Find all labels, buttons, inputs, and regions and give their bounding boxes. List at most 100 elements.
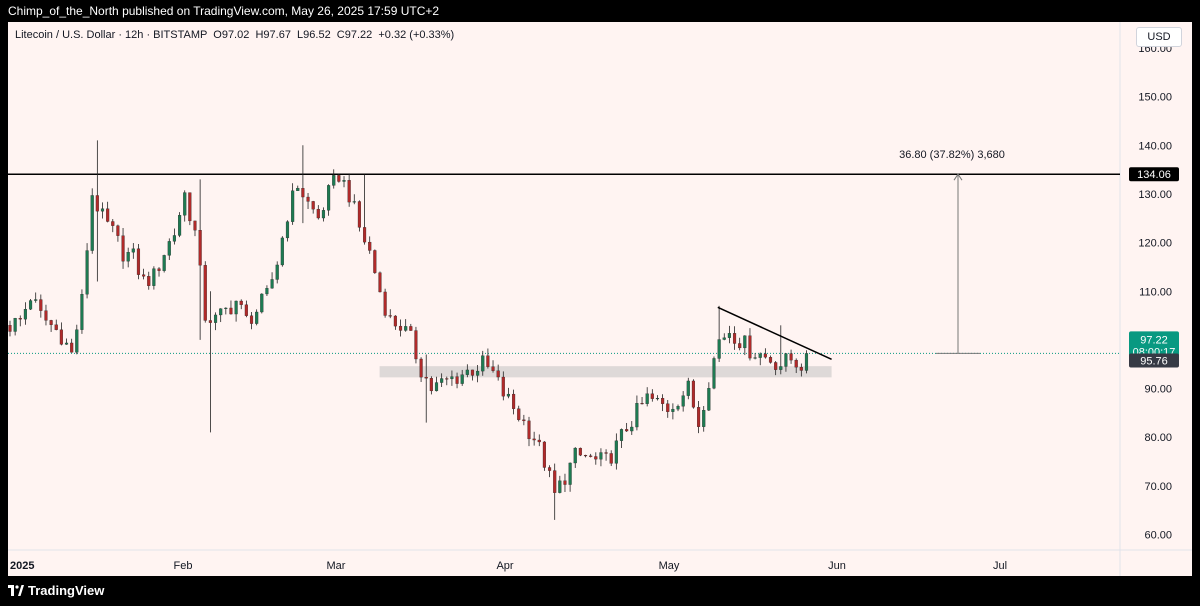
candle-body <box>357 201 361 228</box>
chart-frame[interactable]: 60.0070.0080.0090.00100.00110.00120.0013… <box>8 22 1192 576</box>
candle-body <box>609 453 613 464</box>
candle-body <box>172 235 176 242</box>
candle-body <box>491 366 495 371</box>
candle-body <box>301 188 305 198</box>
candle-body <box>178 215 182 236</box>
candle-body <box>686 380 690 396</box>
tradingview-logo[interactable]: TradingView <box>8 583 104 599</box>
candle-body <box>512 393 516 409</box>
footer-bar: TradingView <box>0 576 1200 606</box>
candle-body <box>316 208 320 219</box>
candle-body <box>44 310 48 321</box>
candle-body <box>39 299 43 311</box>
candle-body <box>589 455 593 457</box>
x-tick-label: 2025 <box>10 560 34 572</box>
candle-body <box>481 355 485 372</box>
candle-body <box>28 300 33 310</box>
candle-body <box>337 175 341 182</box>
candle-body <box>465 369 469 375</box>
candle-body <box>260 293 264 313</box>
candle-body <box>542 441 546 468</box>
candle-body <box>327 185 331 211</box>
resistance-price-label: 134.06 <box>1137 169 1171 181</box>
secondary-price-label-bg <box>1129 353 1179 368</box>
candle-body <box>291 190 295 222</box>
y-tick-label: 140.00 <box>1138 140 1172 152</box>
y-tick-label: 90.00 <box>1144 384 1172 396</box>
candle-body <box>424 376 428 379</box>
candle-body <box>363 227 367 243</box>
candle-body <box>568 462 572 485</box>
x-tick-label: Apr <box>496 560 513 572</box>
candle-body <box>455 376 459 384</box>
candle-body <box>296 188 300 191</box>
candle-body <box>522 419 526 422</box>
candle-body <box>80 294 84 330</box>
x-tick-label: Jul <box>993 560 1007 572</box>
candle-body <box>23 309 27 320</box>
price-chart[interactable]: 60.0070.0080.0090.00100.00110.00120.0013… <box>8 22 1192 576</box>
candle-body <box>188 192 192 222</box>
candle-body <box>429 378 433 392</box>
resistance-price-label-bg <box>1129 167 1179 182</box>
candle-body <box>373 250 377 273</box>
candle-body <box>501 376 505 397</box>
candle-body <box>681 395 685 407</box>
candle-body <box>434 382 439 392</box>
candle-body <box>136 248 141 275</box>
candle-body <box>111 221 115 226</box>
y-tick-label: 80.00 <box>1144 432 1172 444</box>
candle-body <box>671 408 675 412</box>
candle-body <box>142 274 146 277</box>
x-tick-label: Mar <box>327 560 346 572</box>
candle-body <box>763 353 767 358</box>
candle-body <box>116 225 120 236</box>
candle-body <box>614 440 618 464</box>
candle-body <box>702 410 706 427</box>
candle-body <box>131 248 135 253</box>
measure-label: 36.80 (37.82%) 3,680 <box>899 149 1005 161</box>
candle-body <box>794 359 798 368</box>
x-tick-label: Jun <box>828 560 846 572</box>
candle-body <box>743 335 747 349</box>
candle-body <box>59 329 63 345</box>
candle-body <box>722 337 726 340</box>
candle-body <box>147 276 151 286</box>
currency-button[interactable]: USD <box>1136 27 1182 47</box>
candle-body <box>126 252 130 262</box>
candle-body <box>404 326 408 331</box>
candle-body <box>280 237 284 266</box>
candle-body <box>34 299 38 301</box>
candle-body <box>208 320 212 323</box>
candle-body <box>496 370 500 378</box>
candle-body <box>275 264 279 280</box>
candle-body <box>152 268 156 286</box>
candle-body <box>198 230 202 266</box>
candle-body <box>537 439 541 443</box>
candle-body <box>265 288 269 295</box>
candle-body <box>249 315 254 324</box>
publish-header: Chimp_of_the_North published on TradingV… <box>0 0 1200 22</box>
candle-body <box>270 279 274 289</box>
secondary-price-label: 95.76 <box>1140 356 1168 368</box>
candle-body <box>635 403 639 428</box>
candle-body <box>640 403 644 405</box>
candle-body <box>378 272 382 293</box>
candle-body <box>440 378 444 383</box>
candle-body <box>70 342 74 353</box>
candle-body <box>655 398 660 400</box>
candle-body <box>707 388 711 411</box>
candle-body <box>676 406 680 410</box>
candle-body <box>419 358 423 378</box>
candle-body <box>789 353 793 361</box>
tradingview-brand: TradingView <box>28 583 105 598</box>
candle-body <box>450 376 454 380</box>
candle-body <box>8 325 12 332</box>
y-tick-label: 120.00 <box>1138 238 1172 250</box>
candle-body <box>342 180 346 182</box>
candle-body <box>255 311 259 324</box>
candle-body <box>203 265 207 321</box>
candle-body <box>645 393 649 404</box>
candle-body <box>532 438 536 441</box>
candle-body <box>563 480 567 485</box>
